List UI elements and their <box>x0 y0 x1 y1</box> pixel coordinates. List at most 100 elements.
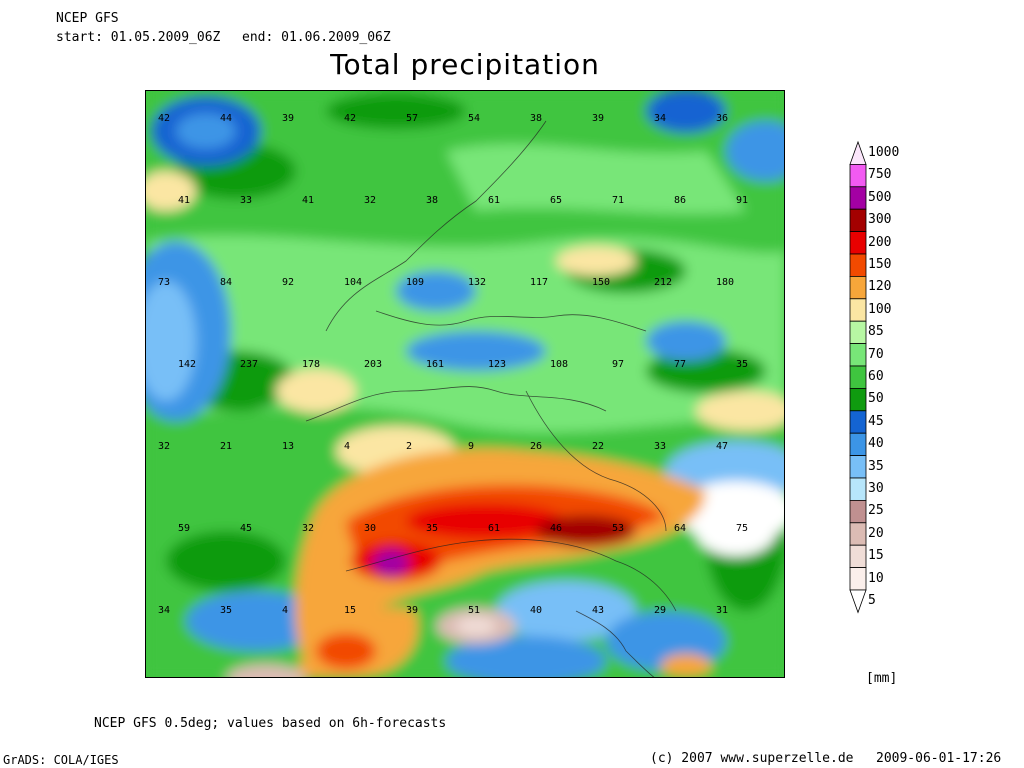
station-value: 59 <box>178 523 190 534</box>
station-value: 91 <box>736 195 748 206</box>
precipitation-map: 42 44 39 42 57 54 38 39 34 36 41 33 41 32 38 61 65 71 86 91… <box>145 90 785 678</box>
station-value: 13 <box>282 441 294 452</box>
station-value: 237 <box>240 359 258 370</box>
legend-label-40: 40 <box>868 436 884 452</box>
legend-swatch-100 <box>849 298 867 322</box>
station-value: 54 <box>468 113 480 124</box>
legend-swatch-50 <box>849 387 867 412</box>
legend-label-150: 150 <box>868 257 892 272</box>
station-value: 150 <box>592 277 610 288</box>
station-value: 203 <box>364 359 382 370</box>
station-value: 36 <box>716 113 728 124</box>
model-name: NCEP GFS <box>56 11 119 26</box>
station-value: 4 <box>282 605 288 616</box>
station-value: 38 <box>426 195 438 206</box>
station-value: 42 <box>158 113 170 124</box>
legend-label-100: 100 <box>868 301 892 317</box>
station-value: 86 <box>674 195 686 206</box>
legend-label-15: 15 <box>868 548 884 564</box>
station-value: 35 <box>426 523 438 534</box>
map-title: Total precipitation <box>330 48 600 81</box>
legend-swatch-30 <box>849 477 867 501</box>
color-legend <box>849 132 909 632</box>
station-value: 42 <box>344 113 356 124</box>
software-credit: GrADS: COLA/IGES <box>3 753 119 767</box>
station-value: 109 <box>406 277 424 288</box>
legend-swatch-15 <box>849 544 867 569</box>
station-value: 35 <box>220 605 232 616</box>
copyright: (c) 2007 www.superzelle.de <box>650 751 854 766</box>
legend-label-35: 35 <box>868 458 884 474</box>
station-value: 15 <box>344 605 356 616</box>
station-value: 31 <box>716 605 728 616</box>
station-value: 21 <box>220 441 232 452</box>
station-value: 73 <box>158 277 170 288</box>
station-value: 39 <box>406 605 418 616</box>
station-value: 51 <box>468 605 480 616</box>
legend-label-70: 70 <box>868 346 884 362</box>
station-value: 34 <box>158 605 170 616</box>
station-value: 53 <box>612 523 624 534</box>
station-value: 117 <box>530 277 548 288</box>
legend-swatch-20 <box>849 522 867 546</box>
station-value: 46 <box>550 523 562 534</box>
legend-label-300: 300 <box>868 212 892 228</box>
legend-swatch-45 <box>849 410 867 434</box>
legend-label-10: 10 <box>868 570 884 586</box>
legend-label-500: 500 <box>868 189 892 205</box>
legend-swatch-200 <box>849 231 867 255</box>
legend-label-45: 45 <box>868 413 884 429</box>
station-value: 39 <box>592 113 604 124</box>
station-value: 32 <box>158 441 170 452</box>
station-value: 178 <box>302 359 320 370</box>
station-value: 34 <box>654 113 666 124</box>
legend-swatch-70 <box>849 343 867 367</box>
station-value: 84 <box>220 277 232 288</box>
station-value: 92 <box>282 277 294 288</box>
legend-label-20: 20 <box>868 525 884 541</box>
station-value: 161 <box>426 359 444 370</box>
station-value: 26 <box>530 441 542 452</box>
legend-swatch-150 <box>849 253 867 277</box>
station-value: 75 <box>736 523 748 534</box>
station-value: 45 <box>240 523 252 534</box>
legend-swatch-1000 <box>849 140 867 165</box>
station-value: 57 <box>406 113 418 124</box>
station-value: 132 <box>468 277 486 288</box>
legend-label-200: 200 <box>868 234 892 250</box>
legend-swatch-35 <box>849 455 867 479</box>
station-value: 33 <box>240 195 252 206</box>
timestamp: 2009-06-01-17:26 <box>876 751 1002 766</box>
legend-swatch-300 <box>849 208 867 232</box>
station-value: 39 <box>282 113 294 124</box>
station-value: 9 <box>468 441 474 452</box>
legend-label-60: 60 <box>868 369 884 384</box>
station-value: 97 <box>612 359 624 370</box>
station-value: 212 <box>654 277 672 288</box>
station-value: 61 <box>488 523 500 534</box>
legend-label-50: 50 <box>868 391 884 407</box>
station-value: 104 <box>344 277 362 288</box>
station-value: 77 <box>674 359 686 370</box>
station-value: 41 <box>302 195 314 206</box>
station-value: 108 <box>550 359 568 370</box>
legend-swatch-120 <box>849 275 867 300</box>
station-value: 29 <box>654 605 666 616</box>
legend-label-85: 85 <box>868 324 884 340</box>
station-value: 71 <box>612 195 624 206</box>
station-value: 61 <box>488 195 500 206</box>
station-value: 180 <box>716 277 734 288</box>
start-date: start: 01.05.2009_06Z <box>56 30 221 45</box>
legend-swatch-750 <box>849 164 867 188</box>
station-value: 64 <box>674 523 686 534</box>
legend-swatch-60 <box>849 365 867 389</box>
legend-label-25: 25 <box>868 503 884 519</box>
station-value: 32 <box>302 523 314 534</box>
legend-swatch-500 <box>849 186 867 210</box>
legend-label-120: 120 <box>868 279 892 295</box>
station-value: 22 <box>592 441 604 452</box>
station-value: 142 <box>178 359 196 370</box>
legend-swatch-25 <box>849 499 867 524</box>
footer-caption: NCEP GFS 0.5deg; values based on 6h-fore… <box>94 716 447 731</box>
